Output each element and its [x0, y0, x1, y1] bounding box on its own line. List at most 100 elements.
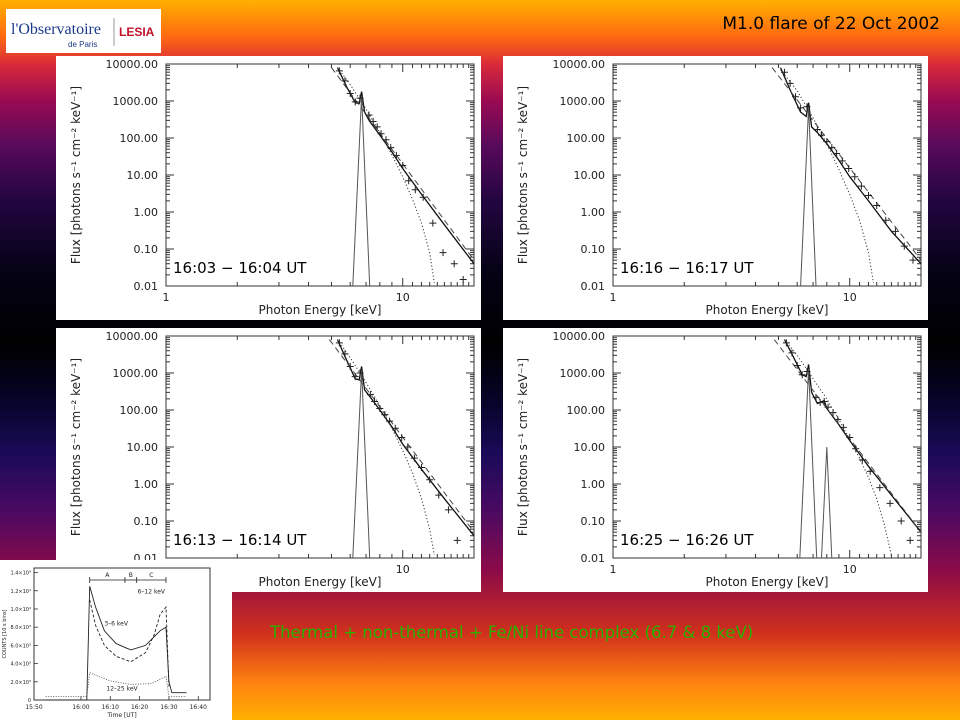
- data-point-plus: [900, 242, 908, 250]
- lc-y-tick-label: 1.0×10⁴: [10, 607, 31, 613]
- lc-x-tick-label: 16:20: [131, 704, 148, 711]
- series-group: [331, 67, 474, 286]
- lc-x-tick-label: 16:30: [160, 704, 177, 711]
- lc-x-tick-label: 16:00: [72, 704, 89, 711]
- lc-y-tick-label: 1.2×10⁴: [10, 589, 31, 595]
- caption-text: Thermal + non-thermal + Fe/Ni line compl…: [270, 623, 754, 642]
- x-tick-label: 10: [843, 563, 857, 576]
- data-point-plus: [426, 476, 434, 484]
- y-tick-label: 0.10: [581, 515, 606, 528]
- x-tick-label: 10: [396, 563, 410, 576]
- spectrum-chart-2: 1 10 0.01 0.10 1.00 10.00 100.00 1000.00 10000.0…: [516, 58, 922, 317]
- y-tick-label: 1000.00: [560, 367, 606, 380]
- data-point-plus: [834, 416, 842, 424]
- data-point-plus: [818, 131, 826, 139]
- data-point-plus: [820, 397, 828, 405]
- data-point-plus: [376, 404, 384, 412]
- lc-interval-label: B: [129, 572, 133, 579]
- lightcurve-panel: 15:50 16:00 16:10 16:20 16:30 16:40 Time [UT] 0…: [0, 560, 232, 720]
- data-point-plus: [833, 150, 841, 158]
- logo-lab-text: LESIA: [119, 25, 155, 39]
- plot-frame: [165, 335, 475, 559]
- data-point-plus: [351, 373, 359, 381]
- lc-series-annotation: 12–25 keV: [106, 685, 138, 692]
- lc-x-axis-label: Time [UT]: [106, 712, 136, 719]
- x-tick-label: 1: [610, 563, 617, 576]
- data-point-plus: [803, 103, 811, 111]
- lc-y-tick-label: 4.0×10³: [10, 662, 31, 668]
- data-point-plus: [335, 67, 343, 75]
- data-point-plus: [365, 111, 373, 119]
- data-point-plus: [828, 144, 836, 152]
- logo-main-text: l'Observatoire: [11, 21, 101, 38]
- data-point-plus: [873, 201, 881, 209]
- y-tick-label: 100.00: [567, 404, 606, 417]
- x-tick-label: 10: [843, 291, 857, 304]
- spectrum-chart-1: 1 10 0.01 0.10 1.00 10.00 100.00 1000.00 10000.0…: [69, 58, 475, 317]
- y-axis-label: Flux [photons s⁻¹ cm⁻² keV⁻¹]: [69, 358, 83, 536]
- data-point-plus: [791, 93, 799, 101]
- x-tick-label: 1: [610, 291, 617, 304]
- time-interval-label: 16:25 − 16:26 UT: [620, 531, 754, 549]
- lc-series-line: [45, 672, 187, 697]
- y-tick-label: 10000.00: [553, 58, 606, 71]
- lc-y-tick-label: 0: [28, 698, 31, 704]
- data-point-plus: [444, 506, 452, 514]
- data-point-plus: [439, 249, 447, 257]
- data-point-plus: [399, 162, 407, 170]
- data-point-plus: [346, 362, 354, 370]
- data-point-plus: [838, 157, 846, 165]
- iron-line-profile: [352, 95, 371, 286]
- y-axis-label: Flux [photons s⁻¹ cm⁻² keV⁻¹]: [516, 358, 530, 536]
- y-tick-label: 0.10: [581, 243, 606, 256]
- nonthermal-component-line: [771, 67, 921, 261]
- lightcurve-chart: 15:50 16:00 16:10 16:20 16:30 16:40 Time [UT] 0…: [2, 567, 211, 719]
- data-point-plus: [459, 275, 467, 283]
- data-point-plus: [387, 144, 395, 152]
- lc-series-line: [89, 599, 170, 687]
- data-point-plus: [386, 417, 394, 425]
- y-tick-label: 1.00: [581, 206, 606, 219]
- data-point-plus: [876, 484, 884, 492]
- spectrum-chart-4: 1 10 0.01 0.10 1.00 10.00 100.00 1000.00 10000.0…: [516, 330, 922, 589]
- series-group: [773, 339, 921, 558]
- y-tick-label: 1.00: [134, 206, 159, 219]
- data-point-plus: [897, 517, 905, 525]
- data-point-plus: [803, 367, 811, 375]
- data-point-plus: [404, 443, 412, 451]
- spectrum-chart-3: 1100.010.101.0010.00100.001000.0010000.0…: [69, 330, 475, 589]
- data-point-plus: [882, 216, 890, 224]
- lc-series-annotation: 6–12 keV: [138, 588, 166, 595]
- y-axis-label: Flux [photons s⁻¹ cm⁻² keV⁻¹]: [69, 86, 83, 264]
- lc-y-tick-label: 8.0×10³: [10, 625, 31, 631]
- lc-x-tick-label: 15:50: [25, 704, 42, 711]
- plot-frame: [612, 63, 922, 287]
- data-point-plus: [839, 423, 847, 431]
- lc-y-tick-label: 2.0×10³: [10, 680, 31, 686]
- lc-y-axis-label: COUNTS [10 s bins]: [2, 609, 8, 658]
- data-point-plus: [419, 193, 427, 201]
- y-tick-label: 1.00: [581, 478, 606, 491]
- lc-series-line: [45, 586, 187, 701]
- lc-y-tick-label: 6.0×10³: [10, 643, 31, 649]
- series-group: [771, 67, 921, 286]
- lc-series-annotation: 3–6 keV: [104, 620, 128, 627]
- iron-line-profile: [799, 368, 818, 558]
- total-fit-line: [779, 67, 921, 265]
- data-point-plus: [816, 398, 824, 406]
- y-tick-label: 10000.00: [553, 330, 606, 343]
- nonthermal-component-line: [773, 339, 921, 533]
- data-point-plus: [369, 117, 377, 125]
- y-tick-label: 0.01: [134, 280, 159, 293]
- data-point-plus: [857, 182, 865, 190]
- y-tick-label: 0.10: [134, 515, 159, 528]
- data-point-plus: [392, 151, 400, 159]
- data-point-plus: [382, 136, 390, 144]
- iron-line-profile: [800, 106, 817, 286]
- data-point-plus: [366, 391, 374, 399]
- lc-y-tick-label: 1.4×10⁴: [10, 571, 31, 577]
- data-point-plus: [391, 424, 399, 432]
- data-point-plus: [782, 339, 790, 347]
- data-point-plus: [410, 454, 418, 462]
- lc-interval-label: C: [149, 572, 153, 579]
